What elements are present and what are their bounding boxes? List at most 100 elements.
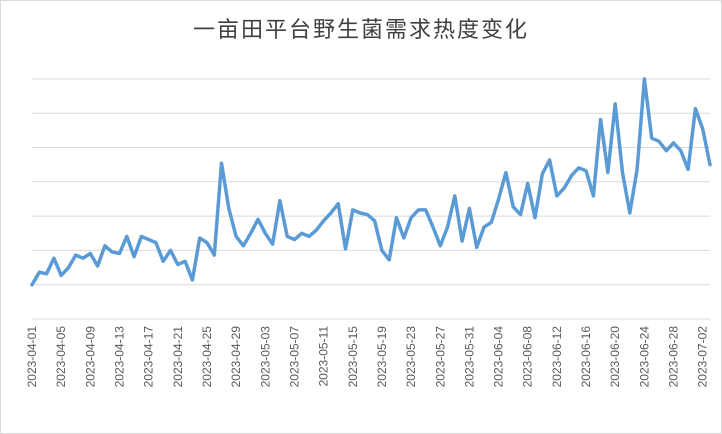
data-point <box>359 212 362 215</box>
x-tick-label: 2023-05-15 <box>346 326 360 388</box>
data-point <box>242 244 245 247</box>
x-tick-label: 2023-04-13 <box>112 326 126 388</box>
data-point <box>606 171 609 174</box>
data-point <box>140 235 143 238</box>
data-point <box>162 260 165 263</box>
data-point <box>169 249 172 252</box>
x-tick-label: 2023-06-24 <box>637 326 651 388</box>
data-point <box>504 171 507 174</box>
chart-title: 一亩田平台野生菌需求热度变化 <box>192 18 529 43</box>
data-point <box>111 251 114 254</box>
data-point <box>483 226 486 229</box>
data-point <box>519 213 522 216</box>
data-point <box>96 265 99 268</box>
data-point <box>264 232 267 235</box>
data-point <box>308 235 311 238</box>
data-point <box>271 243 274 246</box>
x-tick-label: 2023-06-04 <box>492 326 506 388</box>
data-point <box>52 257 55 260</box>
data-point <box>453 194 456 197</box>
data-point <box>74 254 77 257</box>
series-line <box>30 77 712 287</box>
data-point <box>315 229 318 232</box>
data-point <box>198 237 201 240</box>
data-point <box>366 213 369 216</box>
data-point <box>38 271 41 274</box>
data-point <box>446 226 449 229</box>
x-tick-label: 2023-04-01 <box>25 326 39 388</box>
data-point <box>490 221 493 224</box>
data-point <box>417 208 420 211</box>
data-point <box>599 118 602 121</box>
data-point <box>45 272 48 275</box>
data-point <box>475 246 478 249</box>
data-point <box>468 207 471 210</box>
data-point <box>461 240 464 243</box>
data-point <box>628 212 631 215</box>
data-point <box>344 247 347 250</box>
data-point <box>585 169 588 172</box>
data-point <box>257 218 260 221</box>
data-point <box>147 238 150 241</box>
data-point <box>351 208 354 211</box>
x-tick-label: 2023-05-11 <box>317 326 331 387</box>
data-point <box>650 137 653 140</box>
data-point <box>184 260 187 263</box>
data-point <box>672 141 675 144</box>
data-point <box>432 226 435 229</box>
data-point <box>235 235 238 238</box>
x-tick-label: 2023-06-08 <box>521 326 535 388</box>
data-point <box>388 258 391 261</box>
data-point <box>497 198 500 201</box>
x-tick-label: 2023-04-17 <box>142 326 156 388</box>
data-point <box>227 207 230 210</box>
data-point <box>512 205 515 208</box>
data-point <box>709 163 712 166</box>
data-point <box>67 266 70 269</box>
data-point <box>373 219 376 222</box>
data-point <box>541 173 544 176</box>
data-point <box>424 208 427 211</box>
data-point <box>286 235 289 238</box>
data-point <box>133 255 136 258</box>
data-point <box>249 232 252 235</box>
data-point <box>176 263 179 266</box>
data-point <box>621 171 624 174</box>
data-point <box>191 279 194 282</box>
data-point <box>220 162 223 165</box>
data-point <box>570 174 573 177</box>
x-tick-label: 2023-07-02 <box>696 326 710 388</box>
data-point <box>31 283 34 286</box>
data-point <box>125 235 128 238</box>
data-point <box>410 216 413 219</box>
x-tick-label: 2023-05-27 <box>433 326 447 388</box>
data-point <box>206 241 209 244</box>
data-point <box>548 159 551 162</box>
data-point <box>395 216 398 219</box>
x-tick-label: 2023-06-12 <box>550 326 564 388</box>
x-tick-label: 2023-05-31 <box>462 326 476 388</box>
data-point <box>89 252 92 255</box>
data-point <box>701 127 704 130</box>
data-point <box>526 182 529 185</box>
data-point <box>82 257 85 260</box>
x-tick-label: 2023-06-28 <box>667 326 681 388</box>
data-point <box>300 232 303 235</box>
data-point <box>636 168 639 171</box>
x-tick-label: 2023-04-25 <box>200 326 214 388</box>
data-point <box>439 244 442 247</box>
data-point <box>60 274 63 277</box>
data-point <box>329 212 332 215</box>
x-tick-label: 2023-06-20 <box>608 326 622 388</box>
data-point <box>154 241 157 244</box>
x-tick-label: 2023-05-03 <box>258 326 272 388</box>
x-tick-label: 2023-05-07 <box>287 326 301 388</box>
data-point <box>687 168 690 171</box>
data-point <box>577 166 580 169</box>
data-point <box>563 187 566 190</box>
data-point <box>380 249 383 252</box>
x-tick-label: 2023-05-23 <box>404 326 418 388</box>
data-point <box>118 252 121 255</box>
